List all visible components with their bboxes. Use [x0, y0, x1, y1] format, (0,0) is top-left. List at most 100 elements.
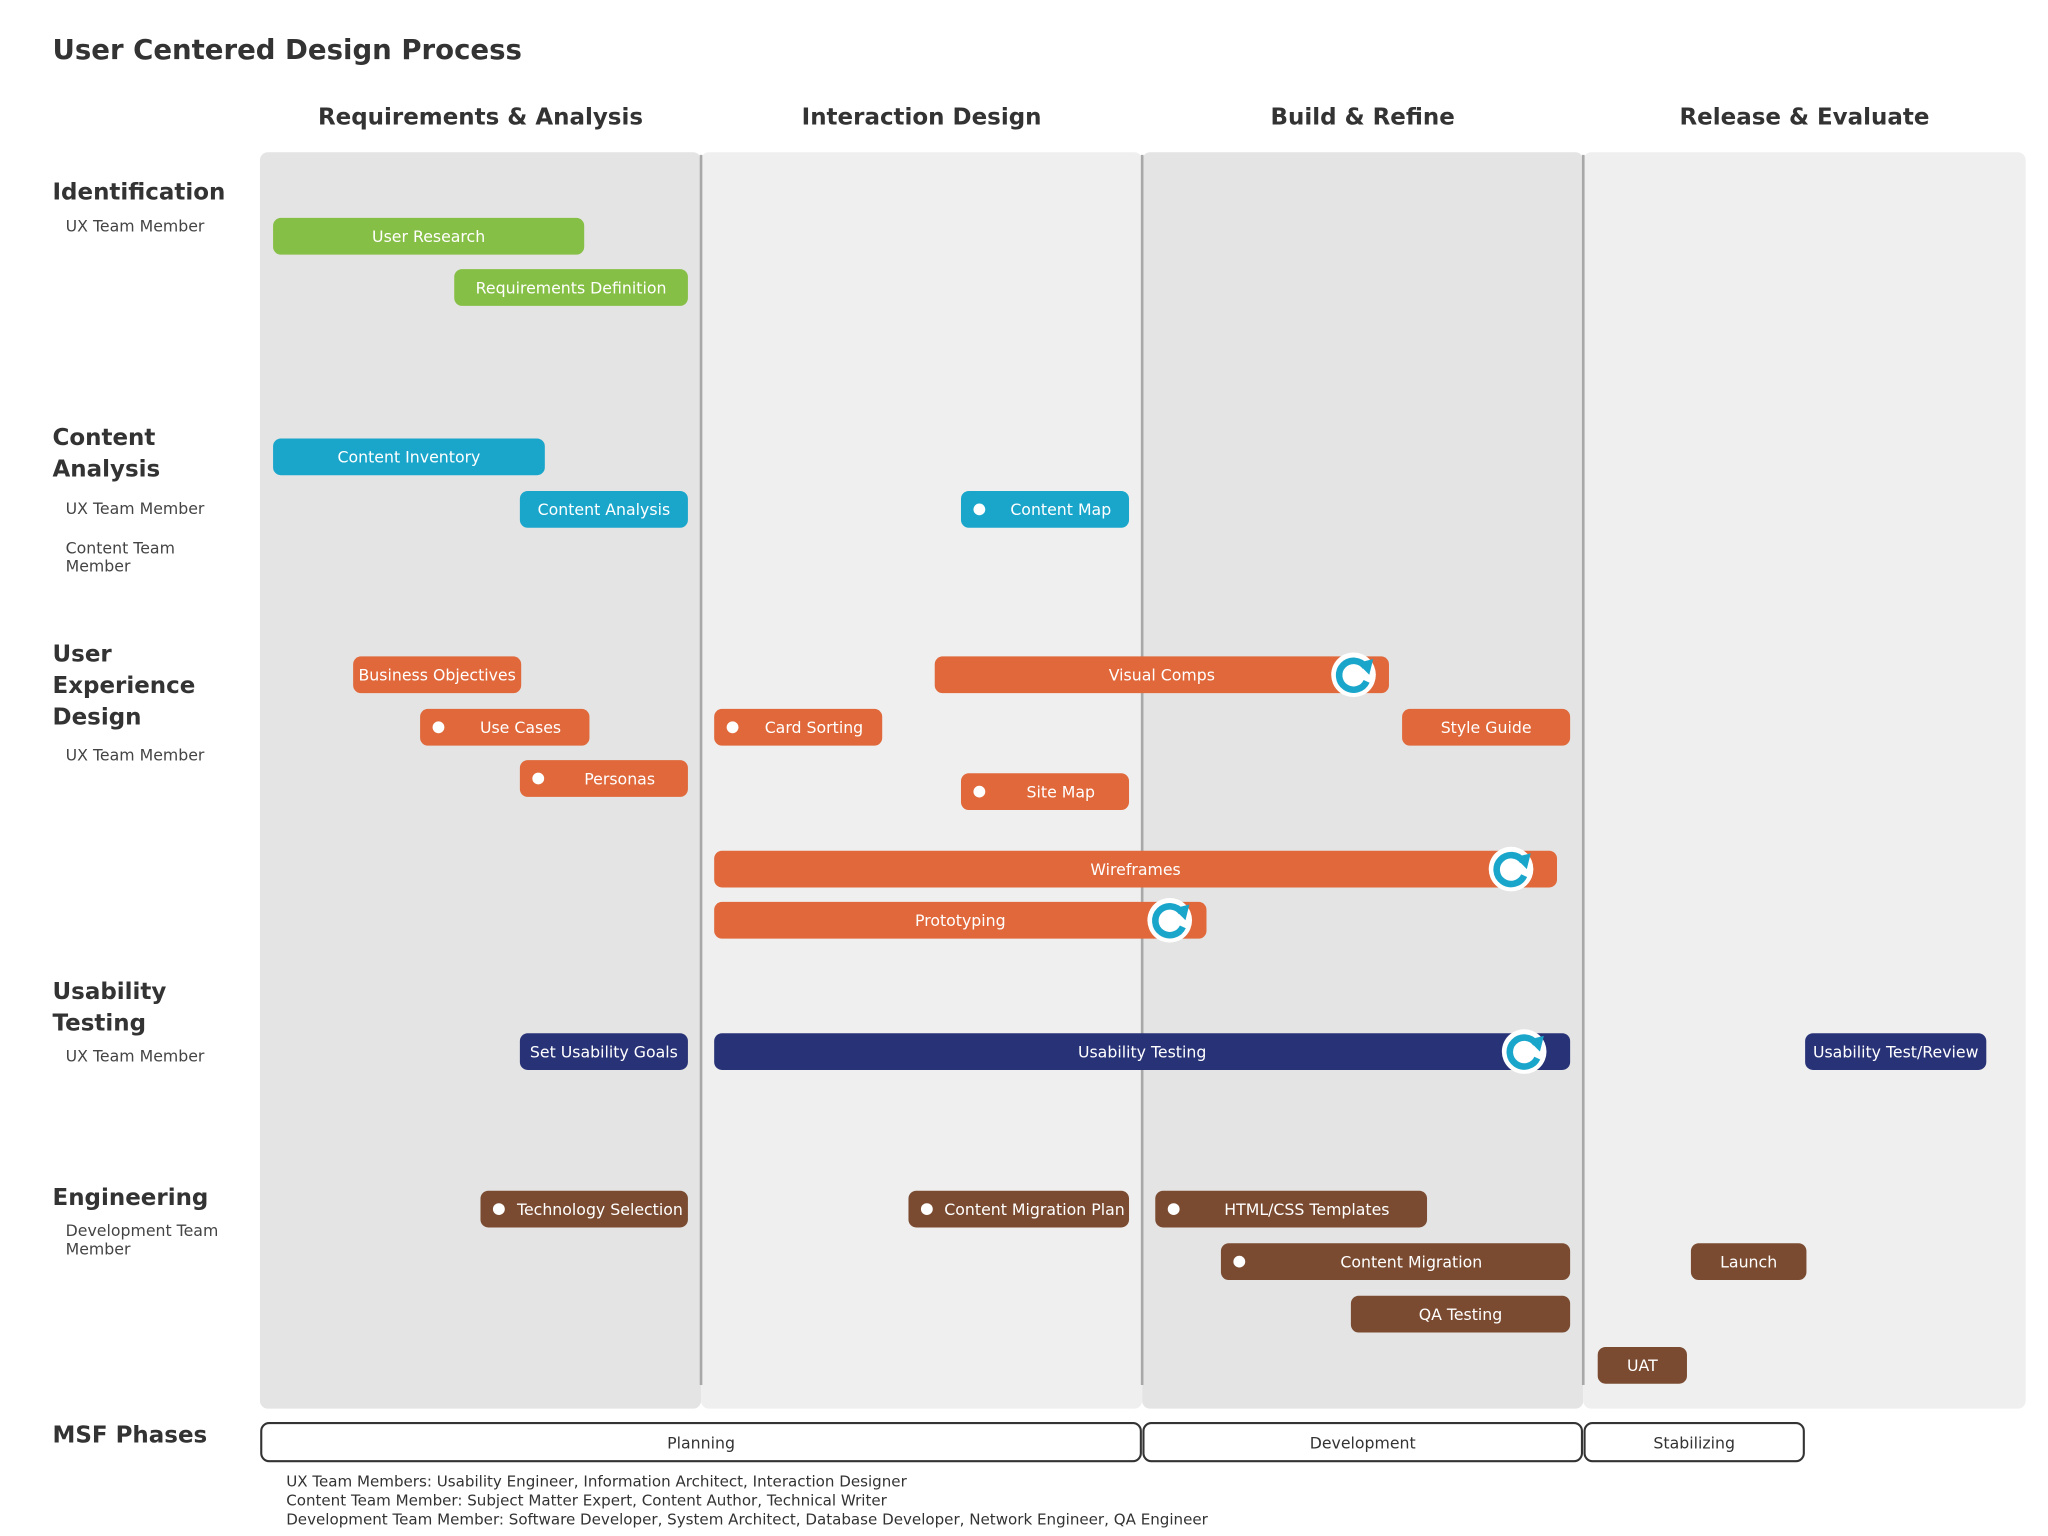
row-role: Development Team: [66, 1221, 219, 1240]
iteration-arrow: [1506, 1034, 1541, 1070]
task-bar: [714, 1033, 1571, 1070]
task-bar: [1220, 1243, 1571, 1280]
column-header: Requirements & Analysis: [318, 105, 643, 131]
row-label: Engineering: [53, 1185, 209, 1211]
task-bar: [273, 217, 585, 255]
task-bar: [519, 760, 688, 797]
task-bar: [1350, 1295, 1571, 1333]
task-dot: [532, 772, 545, 785]
column-header: Interaction Design: [802, 105, 1042, 131]
task-label: Set Usability Goals: [530, 1042, 678, 1061]
title: User Centered Design Process: [53, 34, 522, 66]
task-label: Visual Comps: [1109, 666, 1215, 685]
column-header: Release & Evaluate: [1680, 105, 1930, 131]
task-bar: [454, 269, 688, 306]
task-dot: [432, 721, 445, 734]
task-bar: [934, 656, 1389, 694]
row-role: UX Team Member: [66, 217, 205, 236]
task-bar: [714, 708, 883, 746]
task-label: Content Migration Plan: [944, 1200, 1124, 1219]
task-bar: [908, 1190, 1130, 1228]
task-label: Personas: [584, 769, 655, 788]
task-label: Business Objectives: [358, 666, 515, 685]
row-role: UX Team Member: [66, 746, 205, 765]
task-label: Card Sorting: [765, 718, 864, 737]
task-label: Usability Test/Review: [1813, 1042, 1979, 1061]
task-bar: [273, 438, 545, 476]
task-bar: [353, 656, 522, 694]
task-dot: [492, 1203, 505, 1216]
phase-label: Development: [1310, 1434, 1416, 1453]
column-background: [701, 152, 1143, 1409]
phase-label: Planning: [667, 1434, 735, 1453]
task-label: Site Map: [1027, 782, 1095, 801]
column-background: [1142, 152, 1584, 1409]
footnote: Development Team Member: Software Develo…: [286, 1511, 1208, 1529]
phase-box: [1583, 1422, 1805, 1463]
row-label: User: [53, 642, 113, 668]
task-label: Usability Testing: [1078, 1042, 1206, 1061]
task-bar: [519, 490, 688, 528]
task-label: Content Map: [1010, 500, 1111, 519]
column-background: [1583, 152, 2026, 1409]
task-bar: [480, 1190, 688, 1228]
iteration-arrowhead: [1173, 904, 1190, 921]
task-bar: [1597, 1346, 1687, 1384]
row-label: Design: [53, 705, 142, 731]
row-label: Content: [53, 425, 156, 451]
msf-label: MSF Phases: [53, 1423, 208, 1449]
task-bar: [1805, 1033, 1987, 1070]
task-bar: [714, 850, 1558, 888]
phase-box: [1142, 1422, 1583, 1463]
iteration-arrow: [1335, 657, 1370, 693]
task-label: UAT: [1627, 1356, 1658, 1375]
task-bar: [960, 773, 1130, 811]
row-role: Content Team: [66, 538, 175, 557]
row-label: Experience: [53, 673, 196, 699]
row-role: Member: [66, 1239, 131, 1258]
task-label: HTML/CSS Templates: [1224, 1200, 1389, 1219]
task-dot: [1233, 1255, 1246, 1268]
task-dot: [973, 785, 986, 798]
iteration-arrow: [1493, 851, 1528, 888]
phase-box: [260, 1422, 1142, 1463]
task-dot: [973, 503, 986, 516]
task-label: Prototyping: [915, 911, 1006, 930]
iteration-arrowhead: [1357, 659, 1374, 675]
task-label: Content Inventory: [338, 448, 481, 467]
task-label: User Research: [372, 227, 485, 246]
task-bar: [1690, 1243, 1807, 1280]
task-label: Launch: [1720, 1252, 1777, 1271]
footnote: UX Team Members: Usability Engineer, Inf…: [286, 1473, 907, 1491]
task-label: QA Testing: [1419, 1305, 1503, 1324]
task-bar: [1402, 708, 1571, 746]
row-label: Usability: [53, 979, 167, 1005]
iteration-arrowhead: [1528, 1035, 1544, 1052]
task-label: Wireframes: [1090, 860, 1180, 879]
task-label: Requirements Definition: [476, 278, 667, 297]
task-label: Content Migration: [1340, 1252, 1482, 1271]
task-label: Technology Selection: [516, 1200, 683, 1219]
task-bar: [1155, 1190, 1428, 1228]
row-role: Member: [66, 557, 131, 576]
column-header: Build & Refine: [1271, 105, 1455, 131]
row-role: UX Team Member: [66, 499, 205, 518]
task-label: Style Guide: [1441, 718, 1532, 737]
task-bar: [420, 708, 590, 746]
iteration-arrow: [1152, 903, 1186, 939]
iteration-arrowhead: [1514, 853, 1531, 870]
task-label: Content Analysis: [538, 500, 671, 519]
task-dot: [726, 721, 739, 734]
task-dot: [920, 1203, 933, 1216]
footnote: Content Team Member: Subject Matter Expe…: [286, 1492, 887, 1510]
phase-label: Stabilizing: [1653, 1434, 1735, 1453]
task-label: Use Cases: [480, 718, 561, 737]
row-role: UX Team Member: [66, 1046, 205, 1065]
task-dot: [1167, 1203, 1180, 1216]
task-bar: [714, 901, 1207, 939]
row-label: Identification: [53, 179, 226, 205]
task-bar: [519, 1033, 688, 1070]
row-label: Analysis: [53, 456, 161, 482]
task-bar: [960, 490, 1130, 528]
